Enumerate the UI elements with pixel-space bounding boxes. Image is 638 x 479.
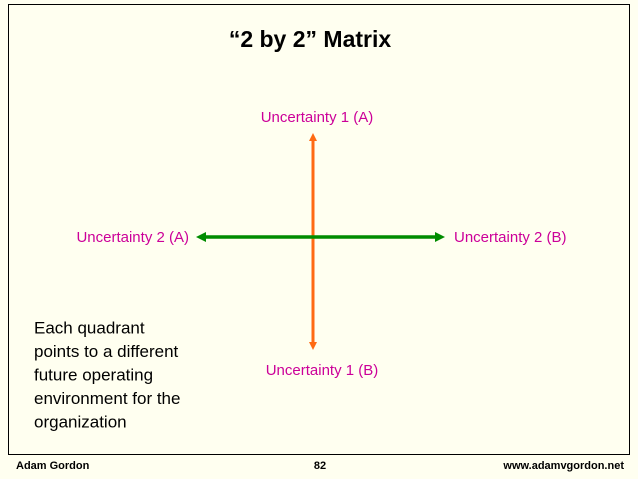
note-line: future operating xyxy=(34,365,153,384)
footer-author: Adam Gordon xyxy=(16,460,90,472)
page-number: 82 xyxy=(314,460,326,472)
axis-label: Uncertainty 2 (B) xyxy=(454,229,567,246)
axis-label: Uncertainty 1 (B) xyxy=(266,362,379,379)
slide-border xyxy=(8,4,630,455)
note-line: organization xyxy=(34,412,127,431)
footer-url: www.adamvgordon.net xyxy=(502,460,624,472)
slide-title: “2 by 2” Matrix xyxy=(229,26,392,52)
note-line: environment for the xyxy=(34,389,180,408)
note-line: points to a different xyxy=(34,342,179,361)
axis-label: Uncertainty 1 (A) xyxy=(261,109,374,126)
note-line: Each quadrant xyxy=(34,318,145,337)
axis-label: Uncertainty 2 (A) xyxy=(76,229,189,246)
